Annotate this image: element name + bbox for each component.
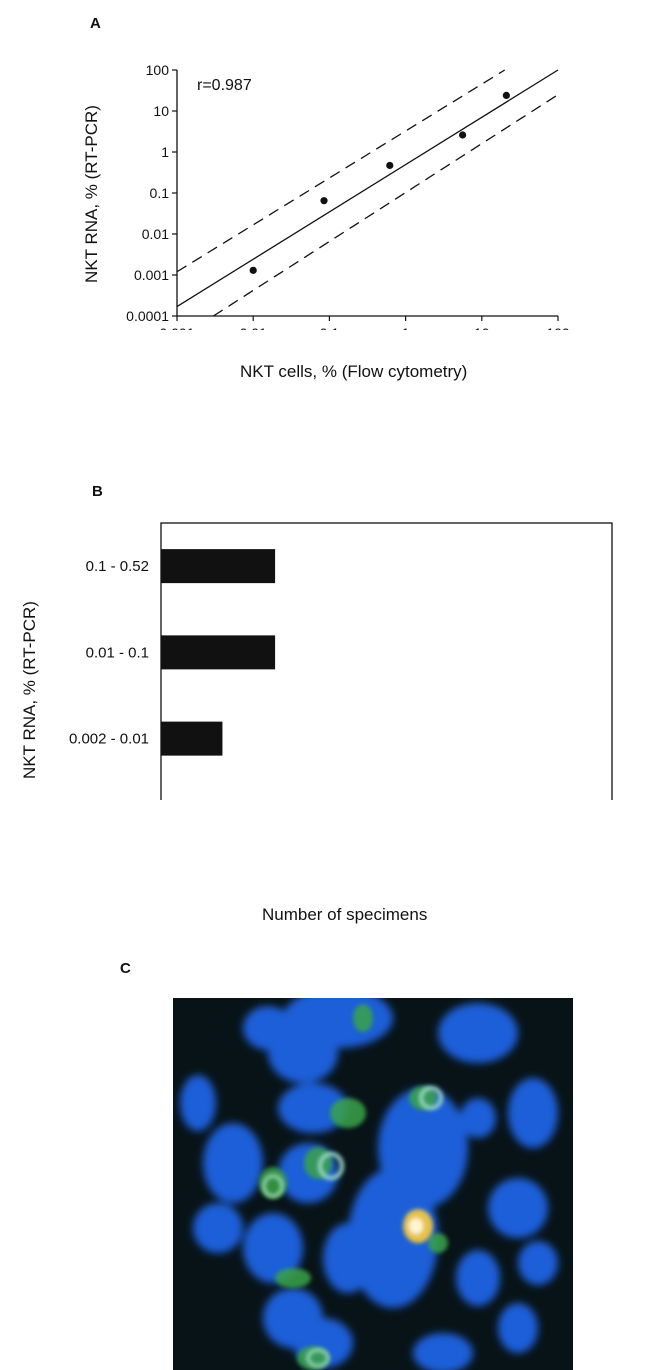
data-point [502,91,510,100]
x-tick-label: 0.001 [159,325,194,330]
data-point [459,131,467,139]
y-tick-label: 0.01 [142,226,169,242]
x-tick-label: 0.01 [240,325,267,330]
chart-b-xlabel: Number of specimens [262,905,428,924]
bar [161,549,276,584]
correlation-annotation: r=0.987 [197,77,252,94]
scatter-chart-a: 0.0010.010.11101000.00010.0010.010.11101… [126,62,570,330]
x-tick-label: 10 [474,325,490,330]
regression-line [176,69,559,308]
category-label: 0.01 - 0.1 [86,644,149,661]
panel-c-label: C [120,960,131,977]
category-label: 0.1 - 0.52 [86,558,149,575]
panel-a-label: A [90,15,101,32]
chart-b-ylabel: NKT RNA, % (RT-PCR) [20,601,39,779]
data-point [320,197,328,205]
fluorescence-micrograph [173,998,573,1370]
y-tick-label: 0.0001 [126,308,169,324]
chart-a-xlabel: NKT cells, % (Flow cytometry) [240,362,468,381]
confidence-band-upper [176,69,506,273]
bar [161,721,223,756]
y-tick-label: 10 [153,103,169,119]
bar [161,635,276,670]
x-tick-label: 1 [402,325,410,330]
x-tick-label: 0.1 [320,325,340,330]
data-point [249,266,257,274]
y-tick-label: 100 [146,62,170,78]
y-tick-label: 0.001 [134,267,169,283]
x-tick-label: 100 [546,325,570,330]
confidence-band-lower [213,94,559,317]
y-tick-label: 1 [161,144,169,160]
micrograph-image [180,998,558,1370]
category-label: 0.002 - 0.01 [69,731,149,748]
panel-b-label: B [92,483,103,500]
bar-chart-b: 0.1 - 0.520.01 - 0.10.002 - 0.01ND010203… [69,522,613,800]
y-tick-label: 0.1 [150,185,170,201]
plot-frame [160,522,613,800]
data-point [386,161,394,170]
